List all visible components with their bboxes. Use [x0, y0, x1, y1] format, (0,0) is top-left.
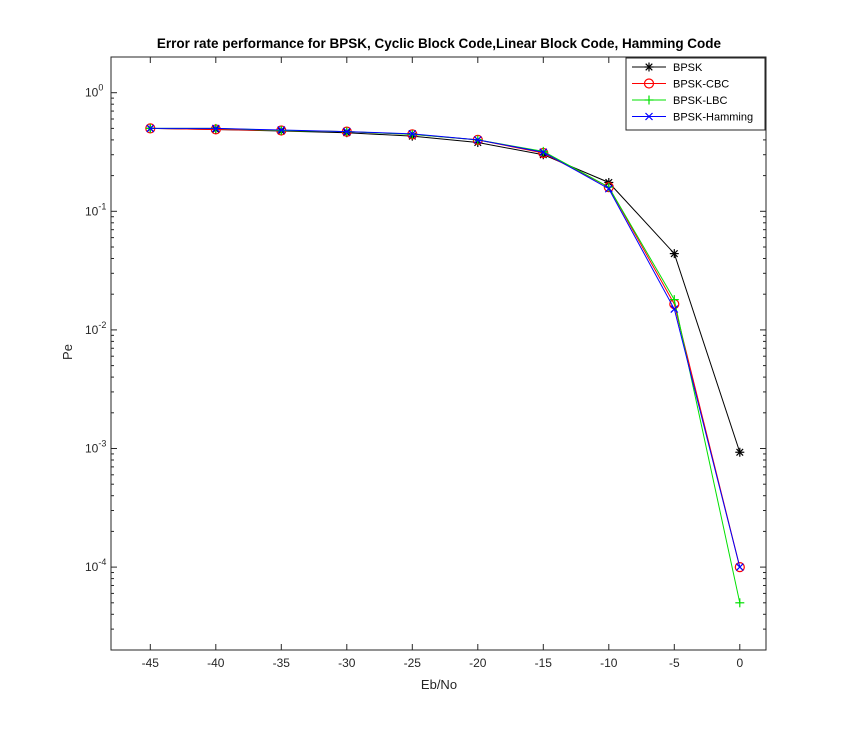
x-tick-label: -5	[669, 656, 680, 670]
x-tick-label: -45	[142, 656, 160, 670]
data-point	[604, 184, 613, 193]
legend: BPSK BPSK-CBC BPSK-LBC BPSK-Hamming	[625, 57, 766, 131]
chart-title: Error rate performance for BPSK, Cyclic …	[157, 36, 722, 51]
data-point	[473, 135, 482, 144]
legend-entry-label: BPSK-LBC	[673, 95, 727, 107]
data-point	[539, 148, 548, 157]
y-tick-label: 10-3	[85, 439, 106, 456]
data-point	[146, 124, 155, 133]
data-point	[735, 563, 744, 572]
data-point	[669, 249, 679, 259]
data-point	[735, 447, 745, 457]
data-point	[669, 295, 679, 305]
data-point	[408, 129, 417, 138]
x-tick-label: 0	[736, 656, 743, 670]
legend-marker	[644, 95, 654, 105]
y-tick-label: 10-4	[85, 557, 106, 574]
data-point	[670, 305, 679, 313]
legend-marker	[644, 62, 654, 72]
x-tick-label: -25	[404, 656, 422, 670]
legend-marker	[645, 112, 653, 121]
plot-area: -45 -40 -35 -30 -25 -20 -15 -10 -5 0 100 10-1 10-2 10…	[85, 56, 767, 670]
data-point	[277, 126, 286, 134]
x-tick-label: -40	[207, 656, 225, 670]
axes-box	[110, 56, 767, 651]
y-tick-label: 10-2	[85, 320, 106, 337]
legend-entry-label: BPSK	[673, 62, 703, 74]
y-tick-label: 100	[85, 83, 103, 100]
data-point	[211, 124, 220, 133]
data-point	[342, 127, 351, 136]
series-line-3	[150, 127, 741, 568]
data-point	[735, 598, 745, 608]
x-tick-label: -20	[469, 656, 487, 670]
x-tick-label: -30	[338, 656, 356, 670]
legend-entry-label: BPSK-CBC	[673, 79, 729, 91]
data-point	[734, 562, 745, 573]
x-tick-label: -35	[273, 656, 291, 670]
x-tick-label: -15	[535, 656, 553, 670]
legend-entry-label: BPSK-Hamming	[673, 112, 753, 124]
x-tick-label: -10	[600, 656, 618, 670]
y-tick-label: 10-1	[85, 201, 106, 218]
legend-marker	[643, 78, 655, 89]
x-axis-label: Eb/No	[421, 677, 457, 692]
y-axis-label: Pe	[60, 344, 75, 360]
